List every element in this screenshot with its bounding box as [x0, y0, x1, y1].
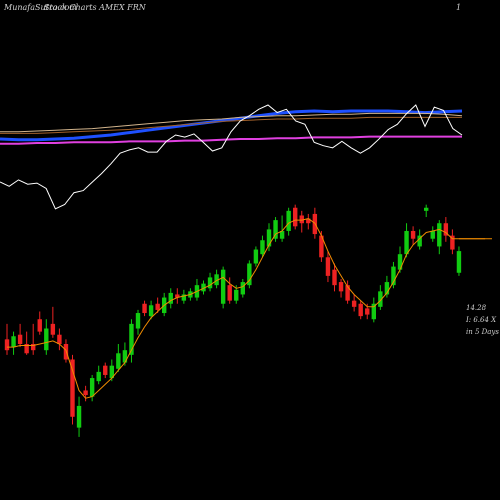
moving-average-lines [0, 109, 463, 145]
candle-body [181, 294, 187, 301]
candle-body [240, 282, 245, 295]
candle-body [306, 218, 311, 224]
candle-body [57, 334, 62, 344]
indicator-polyline [0, 104, 463, 210]
candle-body [384, 282, 390, 295]
candle-body [365, 308, 370, 315]
ma-line-ma-slow [0, 135, 462, 145]
candle-body [266, 229, 272, 247]
candlestick-series [4, 204, 462, 437]
source-label: MunafaSutra.com [3, 3, 77, 12]
ma-line-ma-brown [0, 116, 462, 134]
indicator-line [0, 104, 463, 210]
candle-body [273, 220, 278, 239]
candle-body [299, 215, 304, 224]
candle-body [378, 291, 383, 307]
price-readout-info: I: 6.64 X [465, 316, 497, 324]
price-moving-average [7, 218, 486, 399]
candle-body [279, 230, 285, 239]
candle-body [103, 365, 108, 375]
chart-title: Stock Charts AMEX FRN [44, 3, 147, 12]
candle-body [207, 277, 213, 289]
candle-body [83, 390, 88, 396]
candle-body [168, 292, 173, 304]
candle-body [332, 269, 337, 286]
candle-body [4, 339, 10, 351]
candle-body [135, 313, 141, 329]
candle-body [424, 207, 429, 211]
candle-body [89, 378, 95, 397]
candle-body [11, 336, 16, 348]
candle-body [96, 371, 101, 382]
price-readout-period: in 5 Days [466, 328, 499, 336]
candle-body [450, 235, 455, 250]
candle-body [109, 365, 114, 379]
candle-body [122, 350, 128, 363]
candle-body [76, 405, 82, 428]
candle-body [430, 230, 435, 239]
candle-body [44, 328, 49, 351]
candle-body [116, 353, 121, 369]
candle-body [443, 223, 449, 236]
candle-body [31, 344, 36, 351]
candle-body [345, 285, 350, 301]
candle-body [234, 289, 239, 301]
candle-body [319, 235, 324, 258]
candle-body [155, 303, 160, 310]
candle-body [70, 359, 75, 417]
candle-body [201, 283, 206, 292]
candle-body [456, 251, 462, 273]
candle-body [325, 257, 331, 276]
ma-line-ma-tan [0, 112, 463, 133]
candle-body [437, 223, 442, 247]
candle-body [50, 323, 56, 335]
corner-mark: 1 [456, 3, 461, 12]
candle-body [17, 334, 23, 344]
candle-body [293, 207, 298, 227]
candle-body [351, 300, 357, 307]
candle-body [417, 235, 422, 247]
price-readout-value: 14.28 [466, 304, 487, 312]
candle-body [142, 303, 147, 314]
candle-body [260, 240, 265, 255]
candle-body [214, 274, 219, 286]
candle-body [227, 285, 232, 301]
candle-body [24, 344, 29, 354]
candle-body [220, 269, 226, 304]
candle-body [37, 319, 42, 332]
candle-body [371, 303, 376, 320]
ma-line-ma-fast [0, 109, 463, 142]
candle-body [129, 323, 134, 355]
candle-body [397, 254, 403, 270]
candle-body [175, 294, 180, 298]
candle-body [358, 303, 363, 317]
candle-body [410, 230, 416, 239]
price-ma-line [7, 218, 486, 399]
candle-body [391, 266, 396, 286]
candle-body [253, 249, 259, 264]
candle-body [148, 305, 154, 317]
candle-body [338, 282, 344, 292]
candle-body [247, 263, 252, 286]
candle-body [286, 210, 291, 231]
candle-body [404, 230, 409, 255]
